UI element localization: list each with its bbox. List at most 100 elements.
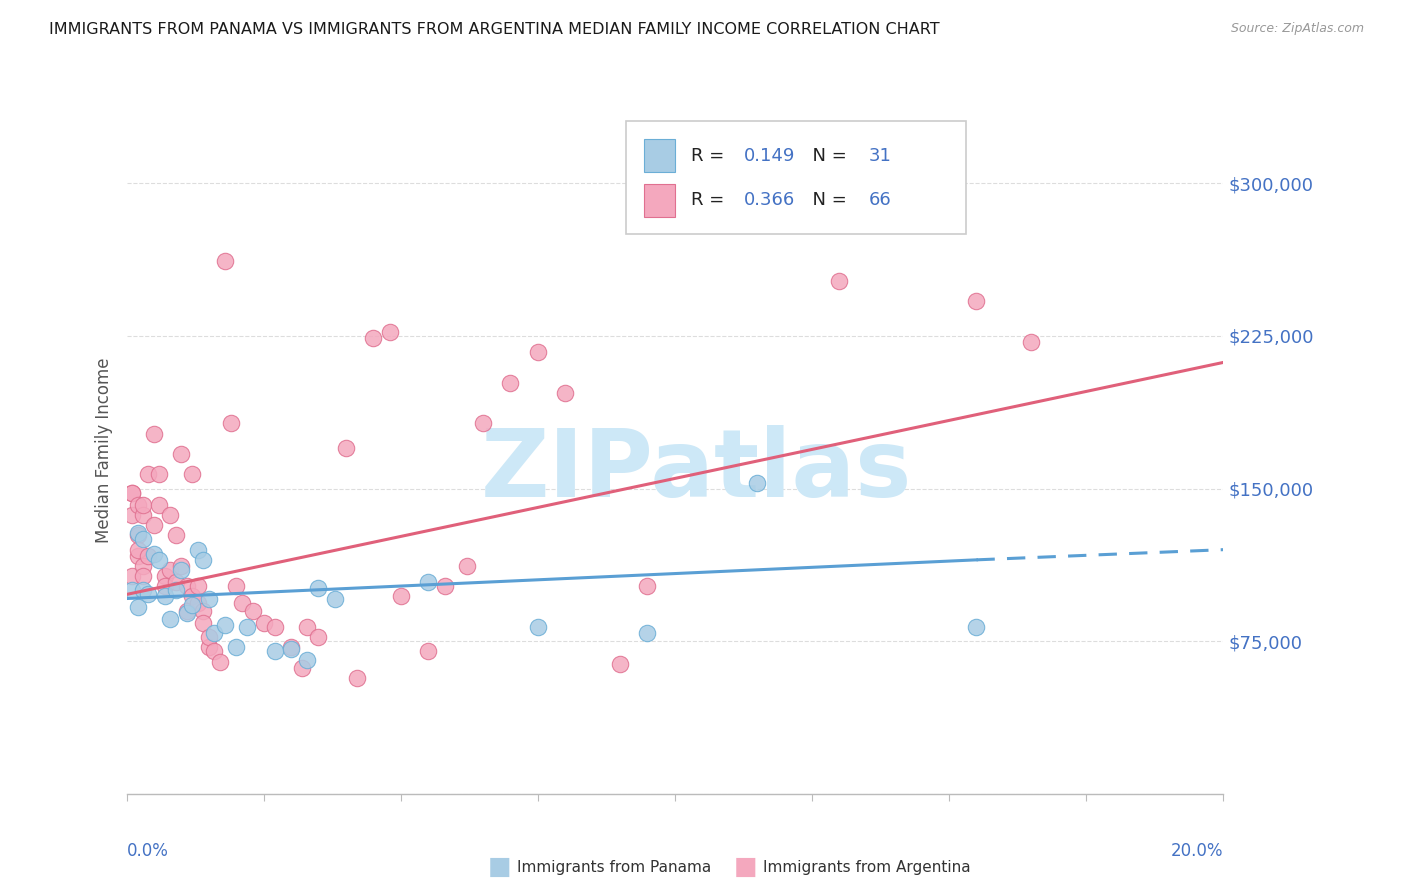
Point [225, 579, 247, 593]
Point [127, 549, 149, 563]
Text: Source: ZipAtlas.com: Source: ZipAtlas.com [1230, 22, 1364, 36]
Point [456, 558, 478, 573]
Point [127, 599, 149, 614]
Point [554, 386, 576, 401]
Point [159, 563, 181, 577]
Point [148, 498, 170, 512]
Point [418, 575, 440, 590]
Text: 0.0%: 0.0% [127, 842, 169, 860]
Point [143, 518, 166, 533]
Point [418, 644, 440, 658]
Point [170, 558, 193, 573]
Point [1021, 335, 1043, 350]
Point [187, 579, 209, 593]
Point [193, 604, 215, 618]
Text: 20.0%: 20.0% [1171, 842, 1223, 860]
Text: ZIPatlas: ZIPatlas [481, 425, 912, 517]
Text: 0.366: 0.366 [744, 192, 796, 210]
Point [197, 640, 219, 655]
Point [148, 467, 170, 482]
Point [346, 671, 368, 685]
Point [297, 620, 319, 634]
Point [202, 626, 225, 640]
FancyBboxPatch shape [644, 139, 675, 172]
Text: 0.149: 0.149 [744, 147, 796, 165]
Text: 66: 66 [869, 192, 891, 210]
Point [219, 417, 242, 431]
Point [747, 475, 769, 490]
Point [132, 569, 155, 583]
Point [253, 615, 276, 630]
Point [263, 620, 285, 634]
Text: IMMIGRANTS FROM PANAMA VS IMMIGRANTS FROM ARGENTINA MEDIAN FAMILY INCOME CORRELA: IMMIGRANTS FROM PANAMA VS IMMIGRANTS FRO… [49, 22, 939, 37]
Point [170, 563, 193, 577]
Point [143, 547, 166, 561]
Point [153, 590, 176, 604]
Point [159, 612, 181, 626]
FancyBboxPatch shape [644, 184, 675, 217]
Point [280, 640, 302, 655]
Point [132, 583, 155, 598]
Point [127, 498, 149, 512]
Text: R =: R = [692, 147, 730, 165]
Point [165, 583, 187, 598]
Text: Immigrants from Argentina: Immigrants from Argentina [763, 860, 972, 874]
Point [828, 274, 851, 288]
Point [121, 485, 143, 500]
Text: Immigrants from Panama: Immigrants from Panama [517, 860, 711, 874]
Text: ■: ■ [734, 855, 756, 879]
Point [280, 642, 302, 657]
Point [153, 579, 176, 593]
Point [378, 325, 401, 339]
Text: R =: R = [692, 192, 730, 210]
Point [127, 528, 149, 542]
Point [472, 417, 495, 431]
Point [121, 569, 143, 583]
Point [297, 652, 319, 666]
Y-axis label: Median Family Income: Median Family Income [94, 358, 112, 543]
Point [132, 533, 155, 547]
Point [121, 485, 143, 500]
Point [138, 549, 160, 563]
Point [138, 467, 160, 482]
Point [197, 591, 219, 606]
Point [159, 508, 181, 522]
Point [231, 596, 253, 610]
Point [121, 508, 143, 522]
Point [170, 447, 193, 461]
Point [193, 553, 215, 567]
Point [132, 508, 155, 522]
Point [636, 579, 658, 593]
Text: 31: 31 [869, 147, 891, 165]
Point [187, 542, 209, 557]
Point [433, 579, 456, 593]
Point [335, 441, 357, 455]
Text: N =: N = [801, 192, 852, 210]
Point [214, 253, 236, 268]
Point [193, 615, 215, 630]
Point [187, 596, 209, 610]
Point [308, 582, 330, 596]
Point [176, 606, 198, 620]
Point [499, 376, 522, 390]
Point [165, 528, 187, 542]
Point [208, 655, 231, 669]
Text: ■: ■ [488, 855, 510, 879]
Point [242, 604, 264, 618]
Point [181, 590, 204, 604]
Point [214, 618, 236, 632]
Point [363, 331, 385, 345]
Point [148, 553, 170, 567]
Point [636, 626, 658, 640]
Point [389, 590, 412, 604]
Point [236, 620, 259, 634]
Point [127, 542, 149, 557]
Point [138, 587, 160, 601]
Point [323, 591, 346, 606]
Point [225, 640, 247, 655]
FancyBboxPatch shape [626, 120, 966, 234]
Point [181, 598, 204, 612]
Text: N =: N = [801, 147, 852, 165]
Point [197, 630, 219, 644]
Point [143, 426, 166, 441]
